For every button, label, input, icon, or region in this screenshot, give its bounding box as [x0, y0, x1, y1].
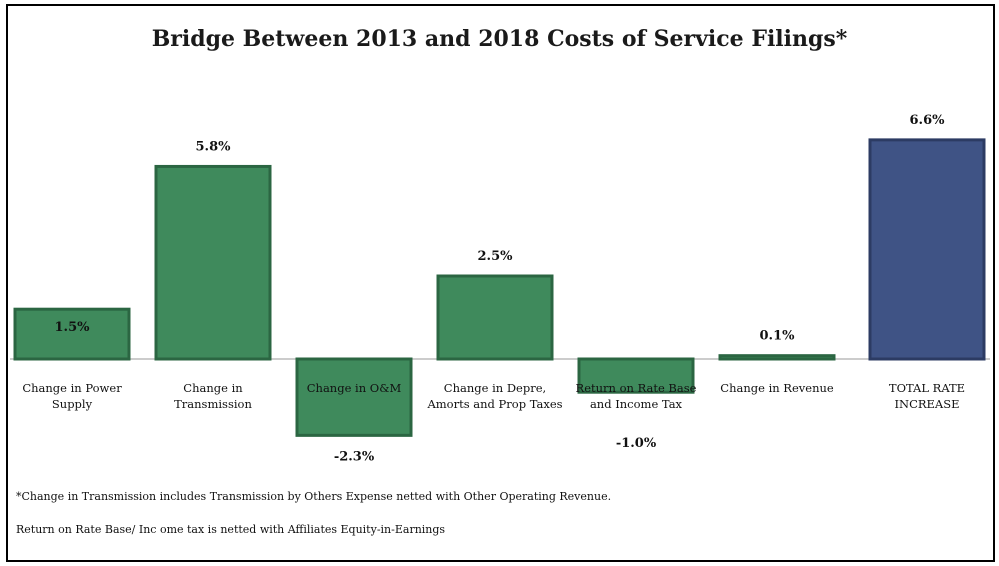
- bar-6: [868, 138, 986, 361]
- footnote-transmission: *Change in Transmission includes Transmi…: [16, 490, 612, 503]
- bar-0: [13, 307, 131, 361]
- category-label-0-line-0: Change in Power: [22, 381, 122, 395]
- bar-3: [436, 274, 554, 361]
- bar-1: [154, 164, 272, 361]
- category-label-6-line-1: INCREASE: [894, 397, 959, 411]
- bar-5: [718, 354, 836, 361]
- data-label-1: 5.8%: [196, 139, 232, 154]
- data-label-3: 2.5%: [478, 249, 514, 264]
- data-label-5: 0.1%: [760, 329, 796, 344]
- category-label-0-line-1: Supply: [52, 397, 93, 411]
- data-label-4: -1.0%: [616, 436, 657, 451]
- category-label-2-line-0: Change in O&M: [307, 381, 402, 395]
- category-label-3-line-0: Change in Depre,: [444, 381, 546, 395]
- footnote-return-on-rate-base: Return on Rate Base/ Inc ome tax is nett…: [16, 523, 446, 536]
- category-label-5-line-0: Change in Revenue: [720, 381, 834, 395]
- bar-4: [577, 357, 695, 394]
- chart-title: Bridge Between 2013 and 2018 Costs of Se…: [151, 26, 848, 52]
- category-label-1-line-1: Transmission: [174, 397, 252, 411]
- category-label-4-line-1: and Income Tax: [590, 397, 683, 411]
- data-label-6: 6.6%: [910, 113, 946, 128]
- category-label-3-line-1: Amorts and Prop Taxes: [426, 397, 562, 411]
- data-label-0: 1.5%: [55, 320, 91, 335]
- category-label-1-line-0: Change in: [183, 381, 243, 395]
- data-label-2: -2.3%: [334, 449, 375, 464]
- category-label-4-line-0: Return on Rate Base: [576, 381, 697, 395]
- category-label-6-line-0: TOTAL RATE: [889, 381, 965, 395]
- bar-2: [295, 357, 413, 437]
